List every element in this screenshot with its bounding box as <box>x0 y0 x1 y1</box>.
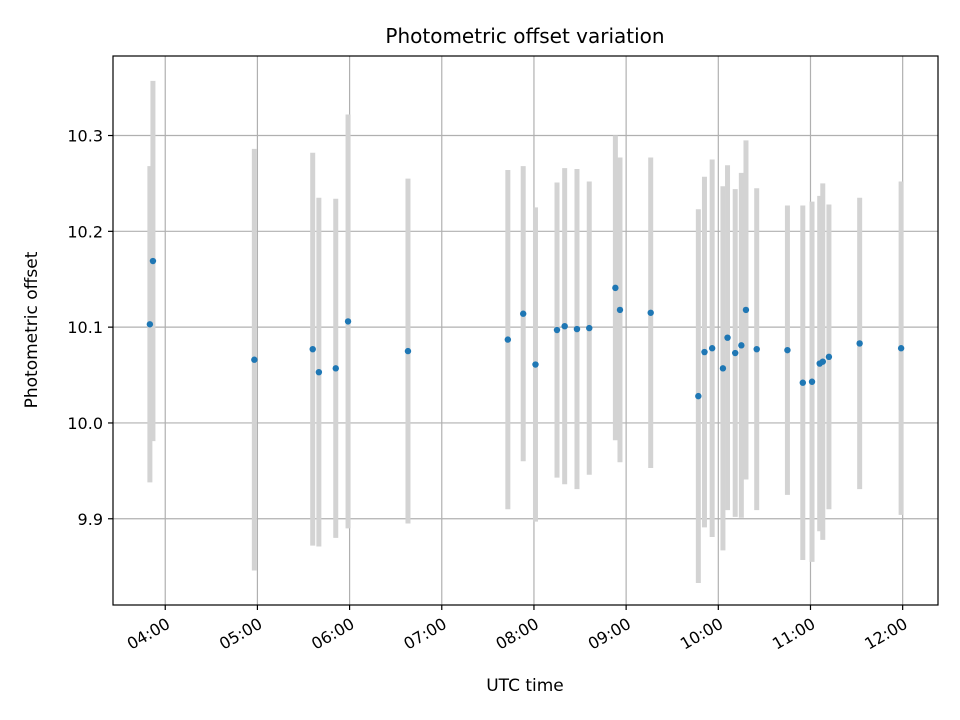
data-point <box>315 368 323 376</box>
x-tick-label: 09:00 <box>585 614 634 654</box>
x-tick-label: 05:00 <box>216 614 265 654</box>
x-tick-label: 06:00 <box>308 614 357 654</box>
x-tick-label: 08:00 <box>493 614 542 654</box>
data-point <box>647 309 654 316</box>
data-point <box>784 346 791 354</box>
data-point <box>753 345 760 353</box>
data-point <box>309 345 316 353</box>
data-point <box>897 345 905 352</box>
data-point <box>819 358 826 365</box>
data-point <box>719 365 727 372</box>
data-point <box>825 353 833 361</box>
data-point <box>573 325 581 333</box>
data-point <box>856 340 863 347</box>
x-tick-label: 07:00 <box>400 614 449 654</box>
data-point <box>701 348 708 356</box>
data-point <box>504 336 512 343</box>
data-point <box>724 334 731 341</box>
data-point <box>742 306 750 314</box>
data-point <box>519 310 527 317</box>
x-tick-label: 10:00 <box>677 614 726 654</box>
data-point <box>553 326 561 334</box>
data-point <box>251 356 258 363</box>
data-point <box>732 349 739 357</box>
data-point <box>149 257 157 265</box>
y-tick-label: 10.0 <box>67 414 103 433</box>
x-tick-label: 11:00 <box>769 614 818 654</box>
data-point <box>332 365 339 372</box>
data-point <box>799 379 807 386</box>
data-point <box>695 392 702 400</box>
x-axis-label: UTC time <box>486 676 564 696</box>
data-point <box>586 324 593 332</box>
data-point <box>612 284 619 292</box>
data-point <box>708 345 716 352</box>
data-points <box>146 257 905 400</box>
data-point <box>738 342 745 349</box>
data-point <box>808 378 816 385</box>
y-axis: 9.9 10.0 10.1 10.2 10.3 <box>67 127 113 529</box>
data-point <box>616 306 624 314</box>
x-tick-label: 12:00 <box>861 614 910 654</box>
data-point <box>561 322 568 330</box>
plot-frame <box>112 55 939 606</box>
data-point <box>404 347 412 355</box>
y-tick-label: 9.9 <box>78 510 103 529</box>
y-tick-label: 10.2 <box>67 222 103 241</box>
x-tick-label: 04:00 <box>124 614 173 654</box>
data-point <box>146 321 154 328</box>
data-point <box>344 318 352 325</box>
y-tick-label: 10.3 <box>67 127 103 146</box>
data-point <box>532 361 539 368</box>
y-axis-label: Photometric offset <box>22 251 42 408</box>
error-bars <box>147 80 904 583</box>
chart-title: Photometric offset variation <box>385 24 664 48</box>
y-tick-label: 10.1 <box>67 318 103 337</box>
x-axis: 04:00 05:00 06:00 07:00 08:00 09:00 10:00 11:00… <box>124 605 911 654</box>
